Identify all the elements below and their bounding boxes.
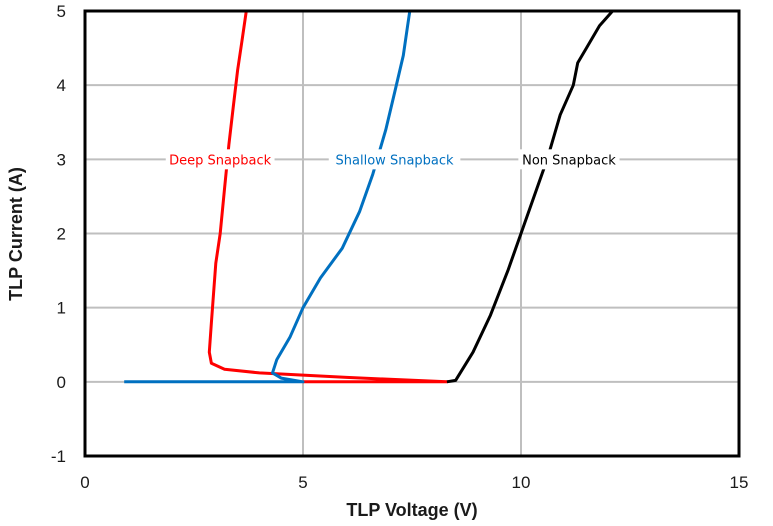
label-background (328, 149, 461, 170)
series-line-deep-snapback (207, 10, 449, 384)
x-axis-ticks: 0 5 10 15 (80, 473, 748, 492)
y-tick-label: 4 (57, 76, 66, 95)
x-tick-label: 15 (730, 473, 749, 492)
label-background (165, 149, 275, 170)
x-tick-label: 10 (512, 473, 531, 492)
series-label-deep-snapback: Deep Snapback (169, 153, 271, 168)
y-tick-label: -1 (51, 447, 66, 466)
series-label-shallow-snapback: Shallow Snapback (336, 153, 454, 168)
y-tick-label: 0 (57, 373, 66, 392)
x-tick-label: 0 (80, 473, 89, 492)
series-label-non-snapback: Non Snapback (522, 153, 616, 168)
y-tick-label: 3 (57, 150, 66, 169)
y-tick-label: 1 (57, 299, 66, 318)
y-tick-label: 5 (57, 2, 66, 21)
series-lines (124, 10, 614, 384)
series-labels: Deep Snapback Shallow Snapback Non Snapbac… (165, 149, 620, 170)
plot-frame (83, 9, 741, 458)
y-tick-label: 2 (57, 225, 66, 244)
series-line-shallow-snapback (124, 10, 412, 384)
series-line-non-snapback (446, 10, 614, 384)
x-axis-title: TLP Voltage (V) (346, 500, 477, 520)
x-tick-label: 5 (298, 473, 307, 492)
label-background (518, 149, 620, 170)
y-axis-ticks: -1 0 1 2 3 4 5 (51, 2, 66, 466)
y-axis-title: TLP Current (A) (6, 167, 26, 301)
gridlines (85, 11, 739, 456)
